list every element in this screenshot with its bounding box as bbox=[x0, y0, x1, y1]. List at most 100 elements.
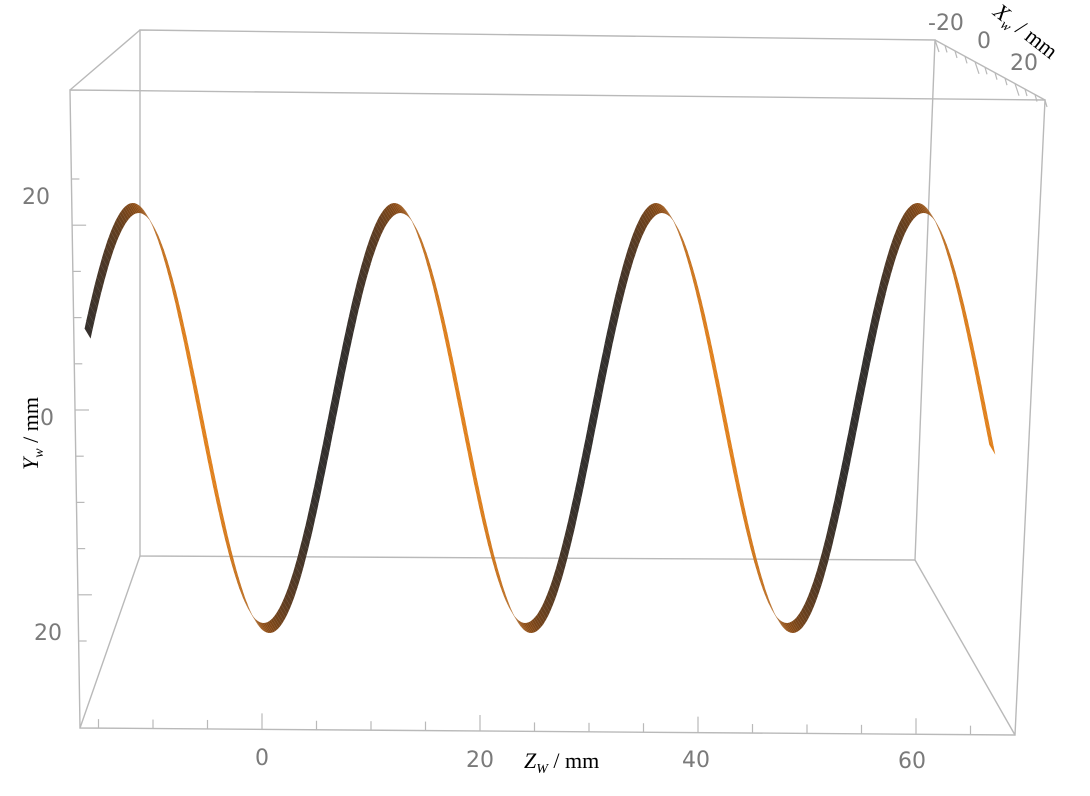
ribbon-segment bbox=[869, 321, 877, 340]
ribbon-segment bbox=[385, 206, 394, 218]
z-axis-tick-labels: 0 20 40 60 bbox=[255, 746, 926, 774]
ribbon-segment bbox=[597, 367, 606, 387]
ribbon-segment bbox=[119, 211, 128, 224]
ribbon-segment bbox=[498, 581, 507, 597]
ribbon-segment bbox=[416, 233, 425, 248]
ribbon-segment bbox=[844, 440, 853, 460]
ribbon-segment bbox=[413, 224, 422, 239]
ribbon-segment bbox=[380, 212, 389, 225]
ribbon-segment bbox=[258, 621, 267, 633]
ribbon-segment bbox=[195, 401, 204, 421]
ribbon-segment bbox=[293, 565, 302, 582]
ribbon-segment bbox=[540, 605, 549, 620]
x-axis-ticks bbox=[934, 39, 1048, 108]
ribbon-segment bbox=[458, 407, 467, 427]
ribbon-segment bbox=[371, 229, 380, 244]
ribbon-segment bbox=[554, 567, 563, 584]
ribbon-segment bbox=[791, 620, 799, 632]
ribbon-segment bbox=[890, 241, 898, 257]
ribbon-segment bbox=[636, 222, 644, 237]
ribbon-segment bbox=[95, 276, 103, 294]
ribbon-segment bbox=[531, 618, 540, 631]
ribbon-segment bbox=[168, 274, 176, 291]
ribbon-segment bbox=[149, 218, 157, 233]
ribbon-segment bbox=[818, 557, 827, 574]
ribbon-segment bbox=[735, 481, 743, 501]
ribbon-segment bbox=[225, 541, 234, 559]
ribbon-segment bbox=[211, 479, 220, 498]
ribbon-segment bbox=[865, 337, 874, 356]
ribbon-segment bbox=[717, 395, 726, 415]
ribbon-segment bbox=[895, 227, 904, 243]
ribbon-segment bbox=[794, 617, 803, 630]
ribbon-segment bbox=[373, 225, 382, 240]
ribbon-segment bbox=[550, 579, 559, 595]
ribbon-segment bbox=[423, 253, 432, 270]
ribbon-segment bbox=[208, 462, 216, 482]
ribbon-segment bbox=[326, 417, 335, 436]
ribbon-segment bbox=[256, 620, 265, 632]
ribbon-segment bbox=[288, 582, 296, 598]
ribbon-segment bbox=[813, 575, 822, 591]
ribbon-segment bbox=[709, 352, 717, 371]
ribbon-segment bbox=[698, 304, 707, 322]
x-tick-label: 20 bbox=[1010, 51, 1038, 76]
ribbon-segment bbox=[114, 220, 122, 234]
ribbon-segment bbox=[921, 203, 930, 215]
ribbon-segment bbox=[220, 519, 228, 537]
ribbon-segment bbox=[129, 203, 138, 214]
ribbon-segment bbox=[323, 434, 331, 454]
z-axis-ticks bbox=[97, 713, 972, 735]
ribbon-segment bbox=[418, 237, 427, 253]
ribbon-segment bbox=[726, 439, 735, 458]
ribbon-segment bbox=[342, 339, 350, 358]
box-edge-top-right bbox=[934, 39, 1046, 101]
ribbon-segment bbox=[559, 548, 568, 566]
y-axis-tick-labels: 20 0 20 bbox=[22, 185, 62, 646]
ribbon-segment bbox=[615, 288, 623, 306]
ribbon-segment bbox=[109, 231, 117, 247]
ribbon-segment bbox=[804, 599, 813, 614]
ribbon-segment bbox=[422, 247, 430, 264]
ribbon-segment bbox=[265, 622, 274, 633]
ribbon-segment bbox=[985, 427, 994, 447]
ribbon-segment bbox=[183, 341, 192, 361]
ribbon-segment bbox=[425, 259, 434, 276]
ribbon-segment bbox=[537, 612, 545, 625]
ribbon-segment bbox=[648, 205, 656, 217]
ribbon-segment bbox=[176, 309, 185, 328]
ribbon-segment bbox=[549, 584, 557, 600]
ribbon-segment bbox=[944, 244, 952, 260]
ribbon-segment bbox=[951, 267, 959, 284]
ribbon-segment bbox=[909, 205, 917, 218]
ribbon-segment bbox=[336, 364, 345, 384]
ribbon-segment bbox=[977, 383, 985, 403]
ribbon-segment bbox=[968, 341, 977, 360]
ribbon-segment bbox=[166, 267, 175, 285]
ribbon-segment bbox=[88, 305, 96, 323]
ribbon-segment bbox=[931, 215, 940, 229]
ribbon-segment bbox=[613, 295, 622, 314]
ribbon-segment bbox=[354, 286, 362, 304]
ribbon-segment bbox=[460, 416, 469, 435]
ribbon-segment bbox=[867, 329, 876, 348]
ribbon-segment bbox=[488, 545, 496, 563]
ribbon-segment bbox=[864, 345, 872, 364]
z-axis-title: ZW / mm bbox=[524, 748, 599, 777]
y-axis-ticks bbox=[71, 178, 92, 642]
ribbon-segment bbox=[651, 203, 660, 215]
ribbon-segment bbox=[262, 622, 270, 633]
ribbon-segment bbox=[691, 276, 700, 293]
ribbon-segment bbox=[390, 203, 399, 214]
ribbon-segment bbox=[945, 249, 954, 266]
ribbon-segment bbox=[693, 282, 702, 300]
ribbon-segment bbox=[408, 214, 416, 228]
ribbon-segment bbox=[973, 366, 982, 385]
ribbon-segment bbox=[303, 525, 312, 543]
z-tick-label: 40 bbox=[682, 748, 710, 773]
ribbon-segment bbox=[912, 203, 921, 215]
ribbon-segment bbox=[664, 206, 672, 219]
ribbon-segment bbox=[883, 264, 891, 281]
ribbon-segment bbox=[768, 602, 777, 617]
ribbon-segment bbox=[822, 544, 830, 562]
